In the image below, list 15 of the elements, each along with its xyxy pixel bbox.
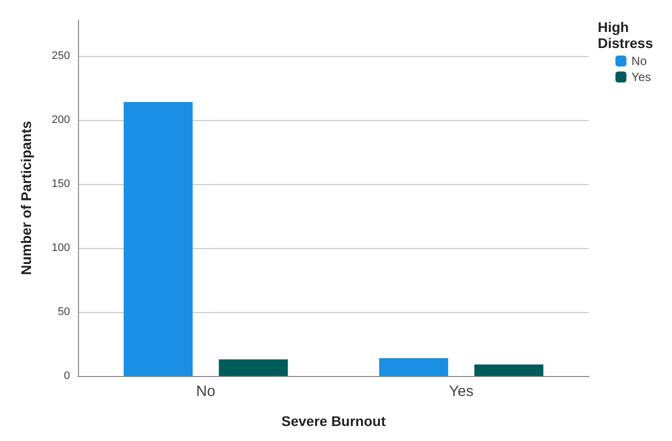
y-tick-label: 150 (52, 178, 70, 190)
legend-title: High Distress (598, 19, 654, 51)
bar (379, 358, 448, 376)
legend-label: No (631, 54, 648, 68)
y-axis-title: Number of Participants (18, 120, 34, 276)
y-tick-label: 100 (52, 242, 70, 254)
y-tick-label: 0 (64, 370, 70, 382)
bar (124, 102, 193, 376)
y-tick-label: 250 (52, 50, 70, 62)
bar (218, 359, 288, 376)
legend-label: Yes (631, 70, 651, 84)
y-tick-label: 50 (58, 306, 70, 318)
x-axis-title: Severe Burnout (281, 413, 386, 429)
y-tick-label: 200 (52, 114, 70, 126)
bar (474, 364, 544, 376)
